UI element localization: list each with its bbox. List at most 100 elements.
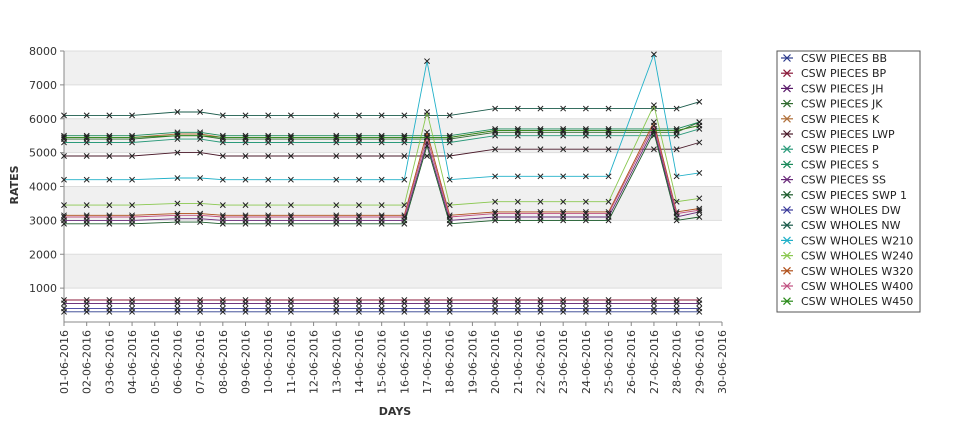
x-tick-label: 06-06-2016: [171, 330, 184, 394]
legend-label: CSW WHOLES W320: [801, 265, 913, 278]
series-lines: [61, 51, 703, 315]
legend-label: CSW WHOLES DW: [801, 204, 901, 217]
legend-label: CSW WHOLES W450: [801, 295, 913, 308]
data-point: [378, 305, 385, 312]
data-point: [287, 176, 294, 183]
data-point: [582, 305, 589, 312]
y-tick-label: 8000: [29, 45, 57, 58]
data-point: [446, 112, 453, 119]
data-point: [106, 176, 113, 183]
data-point: [696, 300, 703, 307]
legend-marker: [783, 130, 791, 138]
data-point: [696, 305, 703, 312]
data-point: [83, 112, 90, 119]
x-tick-label: 02-06-2016: [81, 330, 94, 394]
data-point: [356, 176, 362, 183]
data-point: [174, 149, 181, 156]
series: [61, 122, 703, 141]
data-point: [560, 198, 567, 205]
data-point: [333, 139, 340, 146]
x-tick-label: 25-06-2016: [603, 330, 616, 394]
series: [61, 125, 703, 146]
data-point: [582, 198, 589, 205]
legend-label: CSW WHOLES W240: [801, 250, 913, 263]
data-point: [582, 217, 589, 224]
data-point: [287, 139, 294, 146]
data-point: [605, 198, 612, 205]
data-point: [560, 127, 567, 134]
data-point: [106, 153, 113, 159]
data-point: [219, 202, 226, 209]
data-point: [356, 112, 362, 119]
x-tick-label: 29-06-2016: [693, 330, 706, 394]
data-point: [356, 153, 362, 159]
data-point: [424, 129, 430, 136]
data-point: [378, 134, 385, 141]
data-point: [219, 139, 226, 146]
data-point: [537, 127, 544, 134]
x-tick-label: 01-06-2016: [58, 330, 71, 394]
data-point: [492, 105, 499, 112]
data-point: [265, 220, 272, 227]
data-point: [242, 134, 249, 141]
data-point: [560, 173, 567, 180]
data-point: [265, 214, 272, 220]
data-point: [696, 214, 703, 220]
data-point: [129, 220, 136, 227]
y-tick-label: 4000: [29, 181, 57, 194]
data-point: [650, 305, 657, 312]
data-point: [492, 217, 499, 224]
x-tick-labels: 01-06-2016 02-06-2016 03-06-2016 04-06-2016…: [58, 322, 729, 394]
legend-marker: [783, 282, 791, 290]
data-point: [83, 139, 90, 146]
data-point: [129, 134, 136, 141]
data-point: [219, 176, 226, 183]
data-point: [424, 300, 430, 307]
data-point: [582, 146, 589, 153]
data-point: [287, 134, 294, 141]
data-point: [83, 202, 90, 209]
data-point: [401, 176, 408, 183]
data-point: [333, 134, 340, 141]
data-point: [106, 112, 113, 119]
data-point: [287, 112, 294, 119]
series: [61, 122, 703, 220]
data-point: [333, 176, 340, 183]
data-point: [537, 146, 544, 153]
data-point: [83, 300, 90, 307]
data-point: [356, 300, 362, 307]
data-point: [560, 105, 567, 112]
data-point: [605, 173, 612, 180]
legend-marker: [783, 175, 791, 184]
legend-label: CSW PIECES K: [801, 113, 880, 126]
data-point: [129, 139, 136, 146]
data-point: [197, 305, 204, 312]
data-point: [492, 210, 499, 217]
data-point: [197, 132, 204, 139]
data-point: [197, 212, 204, 219]
data-point: [401, 305, 408, 312]
x-tick-label: 17-06-2016: [421, 330, 434, 394]
data-point: [61, 214, 67, 220]
data-point: [401, 139, 408, 146]
data-point: [174, 305, 181, 312]
data-point: [673, 300, 680, 307]
data-point: [696, 139, 703, 146]
data-point: [537, 105, 544, 112]
legend-label: CSW WHOLES W210: [801, 234, 913, 247]
legend-marker: [783, 145, 791, 154]
data-point: [446, 139, 453, 146]
data-point: [242, 214, 249, 220]
data-point: [673, 105, 680, 112]
data-point: [219, 112, 226, 119]
data-point: [582, 210, 589, 217]
data-point: [492, 127, 499, 134]
legend-label: CSW PIECES BP: [801, 67, 887, 80]
data-point: [333, 220, 340, 227]
legend-label: CSW WHOLES NW: [801, 219, 901, 232]
legend-marker: [783, 69, 791, 78]
legend-label: CSW WHOLES W400: [801, 280, 913, 293]
data-point: [265, 202, 272, 209]
x-tick-label: 20-06-2016: [489, 330, 502, 394]
legend-marker: [783, 221, 791, 230]
